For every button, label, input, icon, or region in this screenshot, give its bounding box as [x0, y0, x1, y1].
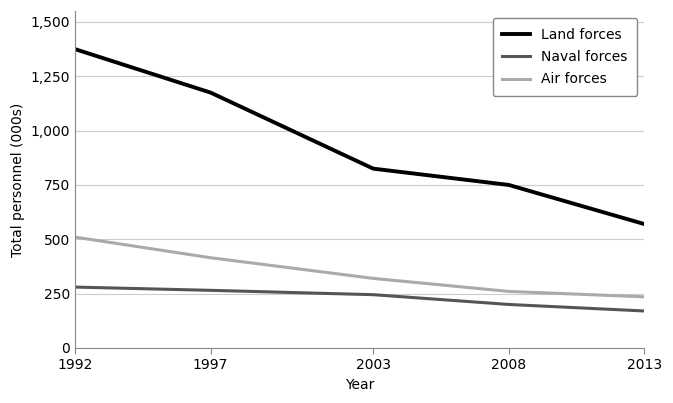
- Land forces: [369, 166, 378, 171]
- Legend: Land forces, Naval forces, Air forces: Land forces, Naval forces, Air forces: [493, 18, 637, 96]
- Line: Air forces: Air forces: [75, 237, 644, 297]
- Land forces: [71, 47, 79, 52]
- Air forces: [640, 295, 648, 299]
- Air forces: [505, 289, 513, 294]
- Land forces: [505, 183, 513, 187]
- Naval forces: [71, 285, 79, 289]
- Y-axis label: Total personnel (000s): Total personnel (000s): [11, 102, 25, 257]
- Land forces: [640, 222, 648, 226]
- Naval forces: [369, 292, 378, 297]
- Line: Land forces: Land forces: [75, 49, 644, 224]
- Air forces: [207, 256, 215, 260]
- Naval forces: [207, 288, 215, 293]
- Line: Naval forces: Naval forces: [75, 287, 644, 311]
- Naval forces: [640, 309, 648, 314]
- Land forces: [207, 90, 215, 95]
- Naval forces: [505, 302, 513, 307]
- Air forces: [369, 276, 378, 281]
- Air forces: [71, 235, 79, 239]
- X-axis label: Year: Year: [345, 378, 374, 392]
